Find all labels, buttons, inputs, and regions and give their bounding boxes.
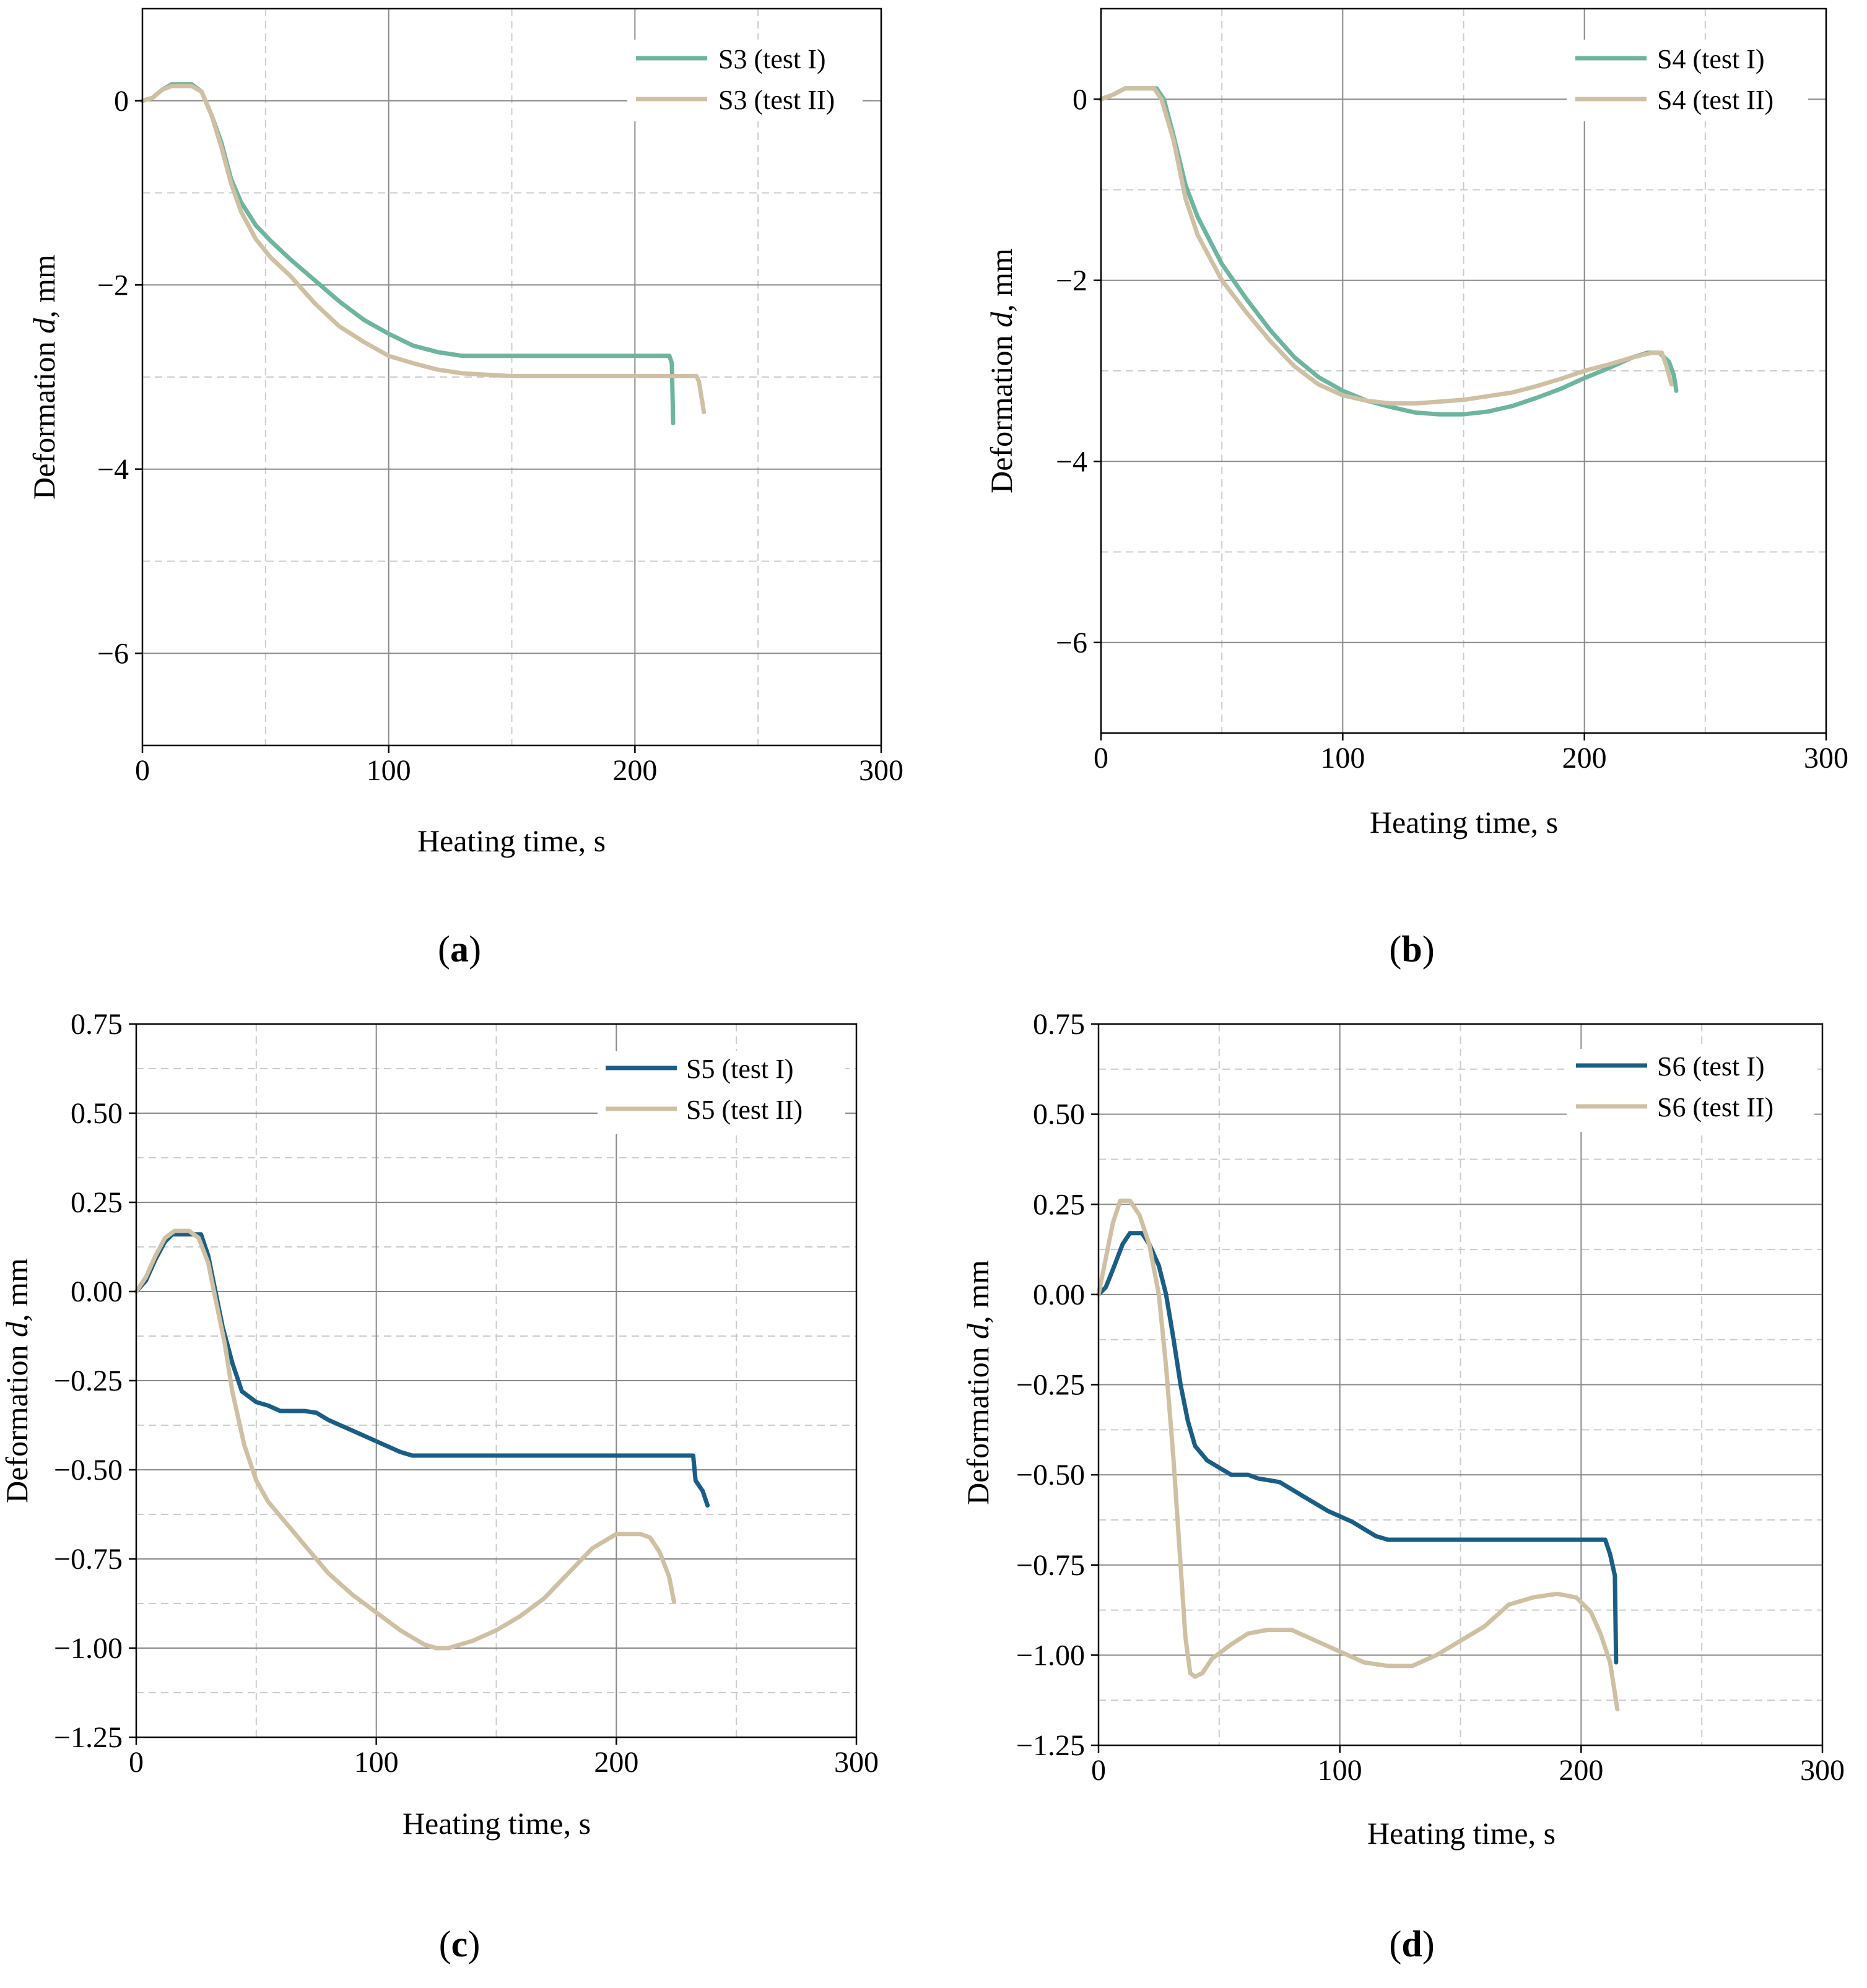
x-tick-label: 0 [1094,742,1108,775]
x-tick-label: 300 [1800,1754,1845,1787]
y-tick-label: −0.50 [54,1454,123,1487]
panel-label-b: (b) [1389,929,1434,970]
y-tick-label: −1.00 [54,1632,123,1665]
x-tick-label: 200 [1559,1754,1603,1787]
series-line-2 [1099,86,1674,406]
y-tick-label: 0 [114,85,129,118]
y-tick-label: −2 [97,269,129,302]
x-axis-label-c: Heating time, s [403,1806,591,1841]
y-tick-label: −2 [1056,264,1087,297]
series-line-1 [134,1232,710,1508]
legend-label-s3-test-i: S3 (test I) [718,44,826,74]
x-axis-label-b: Heating time, s [1370,805,1558,840]
series-line-1 [1096,1231,1619,1665]
y-tick-label: 0.25 [71,1186,123,1219]
x-tick-label: 200 [594,1746,638,1779]
x-tick-label: 100 [1320,742,1365,775]
x-tick-label: 0 [129,1746,144,1779]
ticks-c: 0 100 200 300 0.75 0.50 0.25 0.00 −0.25 −0.50 −0.7… [54,1008,879,1779]
y-tick-label: −0.50 [1016,1459,1085,1491]
y-axis-label-d: Deformation d, mm [960,1260,995,1505]
legend-label-s6-test-ii: S6 (test II) [1657,1092,1773,1122]
x-tick-label: 0 [135,754,150,787]
x-tick-label: 200 [1562,742,1607,775]
series-group-b [1099,86,1679,417]
y-tick-label: 0.00 [71,1275,123,1308]
panel-d: 0 100 200 300 0.75 0.50 0.25 0.00 −0.25 −0.50 −0.7… [960,1008,1845,1964]
plot-frame-b [1100,7,1827,734]
legend-box-a [627,40,863,121]
legend-label-s4-test-i: S4 (test I) [1657,44,1765,74]
x-tick-label: 300 [1804,742,1848,775]
legend-label-s5-test-ii: S5 (test II) [686,1095,803,1125]
series-line-2 [134,1228,676,1651]
legend-box-b [1567,40,1808,121]
ticks-b: 0 100 200 300 0 −2 −4 −6 [1056,83,1848,775]
legend-a: S3 (test I) S3 (test II) [627,40,863,121]
x-tick-label: 300 [859,754,903,787]
x-tick-label: 0 [1091,1754,1106,1787]
series-line-2 [140,84,707,414]
series-line-2 [1096,1198,1620,1712]
y-tick-label: 0.75 [1033,1008,1085,1041]
ticks-a: 0 100 200 300 0 −2 −4 −6 [97,85,903,787]
legend-box-d [1567,1049,1814,1132]
legend-label-s5-test-i: S5 (test I) [686,1054,794,1084]
y-tick-label: 0.00 [1033,1278,1085,1311]
x-tick-label: 200 [612,754,657,787]
x-tick-label: 100 [367,754,411,787]
panel-a: 0 100 200 300 0 −2 −4 −6 S3 (test I) S3 (test I… [27,7,903,970]
series-line-1 [1099,86,1679,417]
y-tick-label: −0.75 [1016,1549,1085,1582]
y-axis-label-c: Deformation d, mm [0,1258,34,1503]
series-group-d [1096,1198,1620,1712]
legend-box-c [598,1051,845,1134]
y-tick-label: 0.75 [71,1008,123,1041]
panel-b: 0 100 200 300 0 −2 −4 −6 S4 (test I) S4 (test I… [984,7,1848,970]
y-tick-label: −0.25 [54,1365,123,1397]
series-group-a [140,82,707,425]
legend-label-s3-test-ii: S3 (test II) [718,85,835,115]
x-tick-label: 100 [354,1746,399,1779]
legend-c: S5 (test I) S5 (test II) [598,1051,845,1134]
y-tick-label: −6 [97,637,129,670]
y-tick-label: −1.00 [1016,1639,1085,1672]
y-tick-label: −0.25 [1016,1369,1085,1402]
y-tick-label: −4 [97,453,129,486]
y-tick-label: −1.25 [54,1721,123,1754]
grid-d [1098,1023,1823,1746]
panel-label-c: (c) [439,1924,481,1964]
plot-frame-a [141,7,882,747]
y-tick-label: −4 [1056,445,1087,478]
x-axis-label-a: Heating time, s [417,823,606,858]
grid-c [136,1023,857,1738]
y-tick-label: 0.50 [1033,1098,1085,1131]
y-tick-label: −6 [1056,627,1087,659]
series-group-c [134,1228,710,1651]
y-axis-label-a: Deformation d, mm [27,254,61,500]
x-tick-label: 100 [1318,1754,1362,1787]
y-axis-label-b: Deformation d, mm [984,248,1019,493]
legend-label-s4-test-ii: S4 (test II) [1657,85,1773,115]
ticks-d: 0 100 200 300 0.75 0.50 0.25 0.00 −0.25 −0.50 −0.7… [1016,1008,1845,1787]
panel-label-a: (a) [438,929,481,970]
legend-b: S4 (test I) S4 (test II) [1567,40,1808,121]
panel-label-d: (d) [1389,1924,1434,1964]
legend-label-s6-test-i: S6 (test I) [1657,1051,1765,1082]
x-axis-label-d: Heating time, s [1367,1816,1556,1851]
series-line-1 [140,82,676,425]
y-tick-label: 0 [1073,83,1087,116]
legend-d: S6 (test I) S6 (test II) [1567,1049,1814,1132]
y-tick-label: 0.25 [1033,1188,1085,1221]
y-tick-label: 0.50 [71,1097,123,1130]
y-tick-label: −0.75 [54,1543,123,1576]
y-tick-label: −1.25 [1016,1729,1085,1762]
x-tick-label: 300 [834,1746,879,1779]
panel-c: 0 100 200 300 0.75 0.50 0.25 0.00 −0.25 −0.50 −0.7… [0,1008,879,1964]
